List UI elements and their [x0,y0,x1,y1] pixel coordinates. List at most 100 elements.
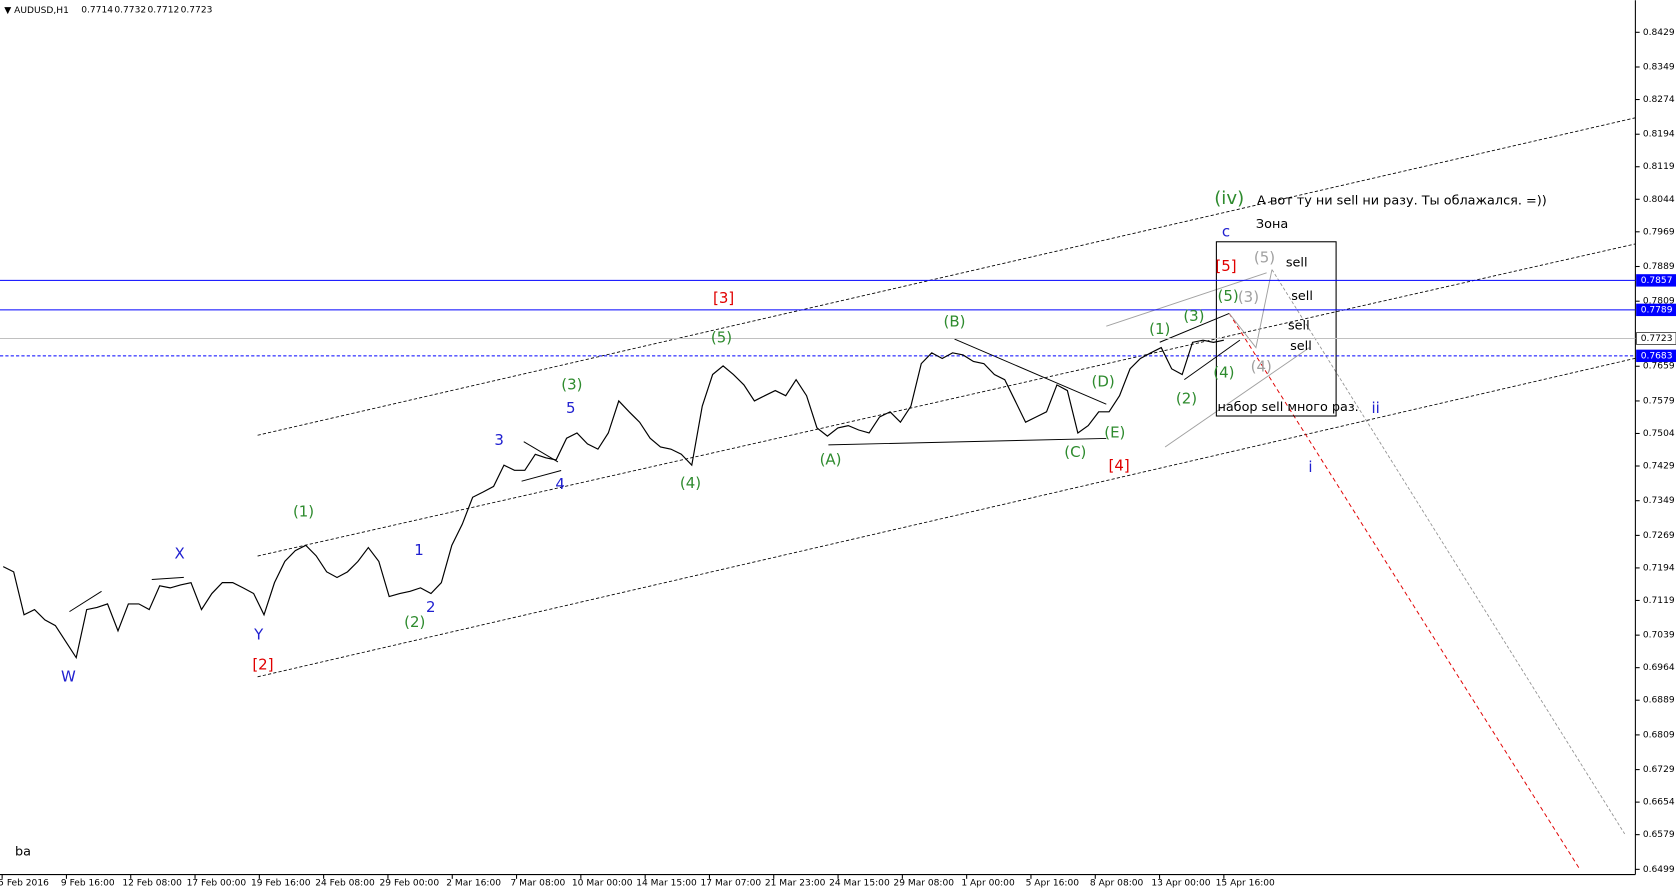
y-tick-label: 0.7579 [1643,396,1675,406]
y-tick-label: 0.6499 [1643,865,1675,875]
wave-label: X [174,544,184,562]
wave-label: (C) [1064,443,1086,461]
x-tick-label: 5 Apr 16:00 [1026,879,1080,889]
price-label: 0.7723 [1641,334,1673,344]
wave-label: (2) [1176,389,1197,407]
wave-label: 1 [414,541,424,559]
trend-line [521,470,562,482]
wave-label: [2] [252,656,273,674]
channel-lines [257,117,1636,678]
wave-label: (iv) [1214,188,1244,209]
wave-label: [5] [1215,257,1236,275]
wave-label: (1) [1149,320,1170,338]
y-tick-label: 0.7269 [1643,531,1675,541]
trend-line [954,338,1107,405]
price-label-box [1636,274,1676,287]
x-tick-label: 17 Feb 00:00 [187,879,247,889]
wave-label: (5) [1218,287,1239,305]
header-symbol: ▼ AUDUSD,H1 [4,5,69,15]
x-tick-label: 24 Mar 15:00 [829,879,890,889]
x-tick-label: 5 Feb 2016 [0,879,49,889]
y-tick-label: 0.7119 [1643,596,1675,606]
y-tick-label: 0.7504 [1643,429,1675,439]
x-tick-label: 7 Mar 08:00 [511,879,566,889]
projection-red [1228,313,1581,870]
y-tick-label: 0.7349 [1643,496,1675,506]
x-tick-label: 17 Mar 07:00 [701,879,762,889]
trend-line [828,437,1107,446]
wave-label: (5) [1254,248,1275,266]
y-tick-label: 0.6729 [1643,765,1675,775]
wave-label: (A) [820,450,842,468]
trend-line [69,590,102,613]
x-tick-label: 9 Feb 16:00 [61,879,115,889]
y-tick-label: 0.7429 [1643,462,1675,472]
triangle-lines [69,312,1241,613]
trend-line [151,576,184,581]
price-label: 0.7789 [1641,305,1673,315]
wave-label: (3) [1183,307,1204,325]
symbol: AUDUSD,H1 [14,5,69,15]
wave-label: (B) [944,312,966,330]
wave-label: А вот ту ни sell ни разу. Ты облажался. … [1257,194,1547,209]
y-tick-label: 0.8349 [1643,62,1675,72]
price-series [2,339,1224,660]
x-tick-label: 29 Feb 00:00 [380,879,440,889]
sell-zone [1215,241,1337,417]
wave-label: (5) [711,328,732,346]
y-tick-label: 0.7969 [1643,227,1675,237]
forecast-path [1228,269,1273,349]
wave-label: (D) [1091,372,1114,390]
x-tick-label: 24 Feb 08:00 [315,879,375,889]
wave-label: sell [1288,319,1310,334]
x-tick-label: 8 Apr 08:00 [1090,879,1144,889]
forecast-line [1106,272,1267,327]
wave-label: (2) [404,613,425,631]
y-tick-label: 0.6579 [1643,830,1675,840]
wave-label: sell [1286,256,1308,271]
x-tick-label: 21 Mar 23:00 [765,879,826,889]
trend-line [1184,339,1241,381]
wave-label: (3) [1238,288,1259,306]
wave-label: 4 [555,475,565,493]
y-tick-label: 0.7194 [1643,563,1675,573]
y-tick-label: 0.7659 [1643,362,1675,372]
wave-label: c [1222,223,1230,241]
x-tick-label: 29 Mar 08:00 [893,879,954,889]
trend-line [1159,312,1230,343]
y-tick-label: 0.8194 [1643,130,1675,140]
y-tick-label: 0.6809 [1643,730,1675,740]
x-tick-label: 10 Mar 00:00 [572,879,633,889]
ohlc-value: 0.7714 [81,5,113,15]
ohlc-value: 0.7732 [114,5,146,15]
x-tick-label: 14 Mar 15:00 [636,879,697,889]
x-tick-label: 19 Feb 16:00 [251,879,311,889]
price-axis: 0.8429 0.8349 0.8274 0.8194 0.8119 0.8044 0.79… [0,28,1676,889]
y-tick-label: 0.7809 [1643,297,1675,307]
wave-label: набор sell много раз. [1217,400,1358,415]
price-label-box [1636,349,1676,363]
channel-lower [257,357,1636,678]
wave-label: (3) [561,376,582,394]
wave-label: (4) [1251,357,1272,375]
wave-label: ba [15,845,31,860]
ohlc-value: 0.7723 [181,5,213,15]
wave-label: [3] [713,289,734,307]
channel-upper [257,117,1636,436]
forecast-lines [1106,269,1310,448]
wave-label: i [1308,458,1312,476]
y-tick-label: 0.8119 [1643,162,1675,172]
wave-label: (E) [1104,424,1125,442]
wave-label: (4) [680,474,701,492]
x-tick-label: 12 Feb 08:00 [122,879,182,889]
wave-label: W [61,667,76,685]
x-tick-label: 2 Mar 16:00 [446,879,501,889]
wave-label: Y [253,626,264,644]
wave-label: 2 [426,598,436,616]
wave-label: 3 [494,431,504,449]
price-label: 0.7857 [1641,276,1673,286]
price-label: 0.7683 [1641,351,1673,361]
y-tick-label: 0.6889 [1643,696,1675,706]
